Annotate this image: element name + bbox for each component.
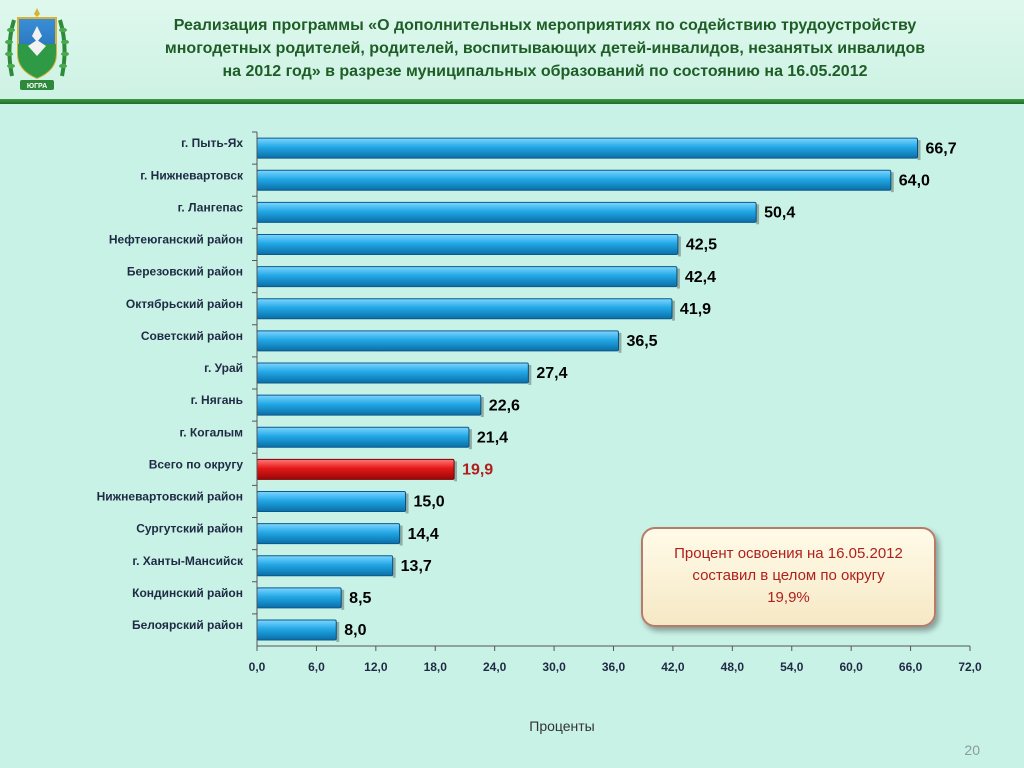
category-label: Октябрьский район — [126, 297, 243, 311]
x-tick-label: 0,0 — [249, 660, 266, 674]
category-label: г. Урай — [204, 361, 243, 375]
title-line: на 2012 год» в разрезе муниципальных обр… — [222, 63, 868, 80]
bar — [256, 266, 678, 288]
bar-shadow — [336, 621, 340, 642]
category-label: Березовский район — [127, 265, 243, 279]
x-tick-label: 66,0 — [899, 660, 923, 674]
header-divider — [0, 99, 1024, 104]
page-title: Реализация программы «О дополнительных м… — [85, 14, 1005, 83]
bar — [256, 201, 757, 223]
category-label: Советский район — [141, 329, 243, 343]
category-label: г. Нягань — [191, 393, 243, 407]
value-label: 66,7 — [926, 140, 957, 157]
x-tick-label: 54,0 — [780, 660, 804, 674]
callout-line: Процент освоения на 16.05.2012 — [674, 545, 903, 562]
x-tick-label: 36,0 — [602, 660, 626, 674]
bar-shadow — [468, 429, 472, 450]
category-label: Всего по округу — [149, 457, 244, 471]
x-axis-title: Проценты — [529, 718, 595, 734]
bar — [256, 394, 482, 416]
bar — [256, 587, 342, 609]
bar-shadow — [341, 589, 345, 610]
bar-shadow — [756, 204, 760, 225]
value-label: 19,9 — [462, 462, 493, 479]
x-tick-label: 12,0 — [364, 660, 388, 674]
category-label: г. Когалым — [179, 425, 243, 439]
value-label: 8,5 — [349, 590, 371, 607]
value-label: 13,7 — [401, 558, 432, 575]
x-tick-label: 42,0 — [661, 660, 685, 674]
bar-shadow — [399, 525, 403, 546]
bar — [256, 233, 679, 255]
bar-chart: г. Пыть-Ях 66,7 г. Нижневартовск 64,0 г. Лан… — [97, 131, 982, 734]
bar-shadow — [528, 364, 532, 385]
title-line: Реализация программы «О дополнительных м… — [173, 17, 917, 34]
bar-shadow — [618, 332, 622, 353]
bar — [256, 137, 919, 159]
coat-of-arms-icon: ЮГРА — [5, 8, 69, 90]
x-tick-label: 60,0 — [839, 660, 863, 674]
bar — [256, 362, 529, 384]
category-label: Кондинский район — [132, 586, 243, 600]
page-number: 20 — [964, 742, 980, 758]
callout-line: 19,9% — [767, 589, 810, 606]
value-label: 22,6 — [489, 397, 520, 414]
bar-shadow — [454, 461, 458, 482]
bar — [256, 555, 394, 577]
x-tick-label: 24,0 — [483, 660, 507, 674]
value-label: 42,4 — [685, 269, 716, 286]
title-line: многодетных родителей, родителей, воспит… — [164, 40, 926, 57]
bar — [256, 426, 470, 448]
bar-shadow — [890, 172, 894, 193]
value-label: 14,4 — [408, 526, 439, 543]
x-tick-label: 48,0 — [721, 660, 745, 674]
bar-shadow — [917, 140, 921, 161]
x-tick-label: 30,0 — [542, 660, 566, 674]
x-tick-label: 6,0 — [308, 660, 325, 674]
bar — [256, 330, 619, 352]
emblem-text: ЮГРА — [27, 83, 47, 90]
category-label: г. Лангепас — [178, 200, 244, 214]
category-label: Нижневартовский район — [97, 490, 243, 504]
bar — [256, 619, 337, 641]
value-label: 8,0 — [344, 622, 366, 639]
value-label: 15,0 — [414, 494, 445, 511]
bar — [256, 523, 401, 545]
callout-line: составил в целом по округу — [692, 567, 885, 584]
x-tick-label: 72,0 — [958, 660, 982, 674]
value-label: 41,9 — [680, 301, 711, 318]
value-label: 21,4 — [477, 429, 508, 446]
value-label: 42,5 — [686, 237, 717, 254]
slide-header: ЮГРА Реализация программы «О дополнитель… — [0, 0, 1024, 100]
bar-shadow — [392, 557, 396, 578]
bar-shadow — [671, 300, 675, 321]
bar-highlight — [256, 458, 455, 480]
bar-shadow — [676, 268, 680, 289]
category-label: г. Пыть-Ях — [181, 136, 243, 150]
bar — [256, 490, 407, 512]
category-label: г. Нижневартовск — [140, 168, 244, 182]
category-label: Нефтеюганский район — [109, 233, 243, 247]
value-label: 27,4 — [536, 365, 567, 382]
bar-shadow — [677, 236, 681, 257]
x-tick-label: 18,0 — [424, 660, 448, 674]
bar — [256, 298, 673, 320]
category-label: Сургутский район — [136, 522, 243, 536]
callout-box: Процент освоения на 16.05.2012 составил … — [641, 527, 936, 627]
bar-shadow — [405, 493, 409, 514]
value-label: 50,4 — [764, 205, 795, 222]
category-label: г. Ханты-Мансийск — [132, 554, 244, 568]
category-label: Белоярский район — [132, 618, 243, 632]
value-label: 36,5 — [626, 333, 657, 350]
bar-shadow — [480, 397, 484, 418]
value-label: 64,0 — [899, 172, 930, 189]
bar — [256, 169, 892, 191]
